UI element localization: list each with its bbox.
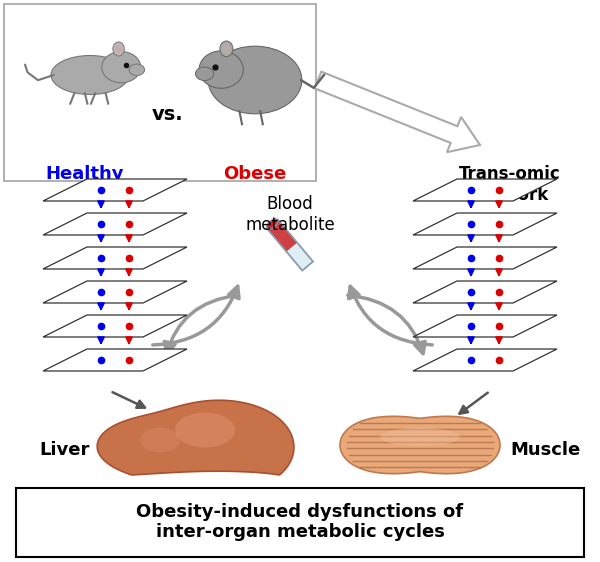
Ellipse shape	[115, 44, 122, 53]
Polygon shape	[413, 281, 557, 303]
Text: Muscle: Muscle	[510, 441, 580, 459]
Text: vs.: vs.	[152, 106, 184, 125]
Polygon shape	[43, 179, 187, 201]
Ellipse shape	[267, 219, 278, 229]
Polygon shape	[43, 213, 187, 235]
Ellipse shape	[220, 41, 233, 57]
Ellipse shape	[51, 56, 129, 94]
FancyArrow shape	[314, 71, 480, 152]
Text: Trans-omic
network: Trans-omic network	[459, 165, 561, 204]
Text: Liver: Liver	[40, 441, 90, 459]
Text: Healthy: Healthy	[46, 165, 124, 183]
Polygon shape	[413, 213, 557, 235]
Polygon shape	[340, 416, 500, 474]
Ellipse shape	[380, 428, 460, 446]
Polygon shape	[43, 281, 187, 303]
Polygon shape	[413, 247, 557, 269]
Text: Obesity-induced dysfunctions of
inter-organ metabolic cycles: Obesity-induced dysfunctions of inter-or…	[136, 502, 464, 541]
FancyBboxPatch shape	[4, 4, 316, 181]
Ellipse shape	[208, 46, 302, 114]
Polygon shape	[43, 349, 187, 371]
Polygon shape	[413, 315, 557, 337]
Polygon shape	[413, 349, 557, 371]
Polygon shape	[267, 219, 313, 270]
Ellipse shape	[102, 52, 140, 83]
Polygon shape	[43, 315, 187, 337]
Polygon shape	[267, 219, 297, 252]
Text: Obese: Obese	[223, 165, 287, 183]
Polygon shape	[97, 400, 294, 475]
Ellipse shape	[196, 67, 214, 80]
Ellipse shape	[140, 428, 180, 452]
Text: Blood
metabolite: Blood metabolite	[245, 195, 335, 234]
Polygon shape	[43, 247, 187, 269]
Ellipse shape	[223, 44, 230, 53]
Ellipse shape	[199, 51, 244, 88]
Polygon shape	[413, 179, 557, 201]
Ellipse shape	[113, 42, 124, 56]
Ellipse shape	[175, 413, 235, 447]
Ellipse shape	[129, 64, 145, 75]
FancyBboxPatch shape	[16, 488, 584, 557]
